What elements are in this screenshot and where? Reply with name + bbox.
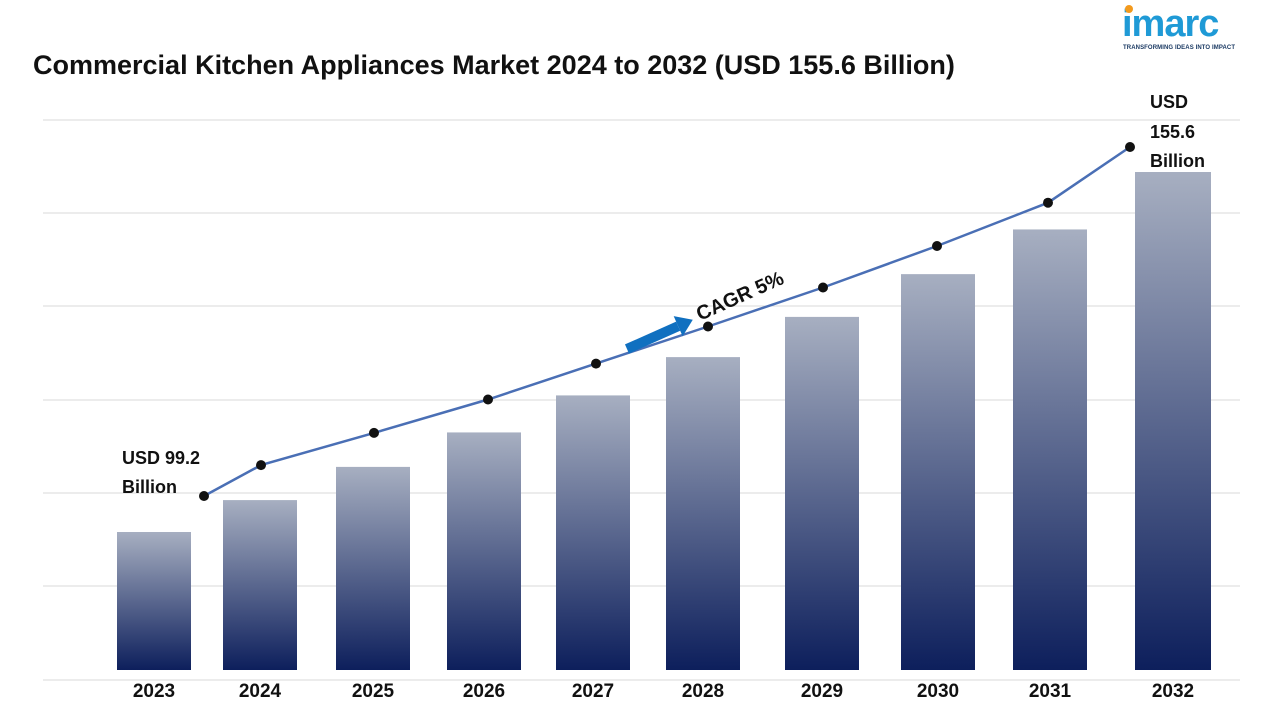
bars [117,172,1211,670]
point-2031 [1043,197,1053,208]
point-2024 [256,460,266,471]
end-value-label-line2: 155.6 [1150,122,1195,142]
x-tick-label-2029: 2029 [801,681,843,702]
bar-2028 [666,357,740,670]
x-tick-label-2026: 2026 [463,681,505,702]
end-value-label-line3: Billion [1150,151,1205,171]
bar-2023 [117,532,191,670]
point-2030 [932,241,942,251]
x-tick-label-2024: 2024 [239,681,282,702]
bar-2024 [223,500,297,670]
x-tick-label-2025: 2025 [352,681,395,702]
start-value-label-line2: Billion [122,477,177,497]
imarc-logo: imarc TRANSFORMING IDEAS INTO IMPACT [1122,2,1247,52]
x-tick-label-2023: 2023 [133,681,175,702]
bar-2032 [1135,172,1211,670]
x-tick-label-2032: 2032 [1152,681,1194,702]
point-2032 [1125,142,1135,152]
bar-2031 [1013,229,1087,670]
logo-tagline: TRANSFORMING IDEAS INTO IMPACT [1123,45,1236,51]
point-2026 [483,394,493,405]
bar-2029 [785,316,859,670]
x-tick-label-2031: 2031 [1029,681,1072,702]
chart-title: Commercial Kitchen Appliances Market 202… [33,50,955,80]
point-2025 [369,427,379,438]
x-axis-labels: 2023 2024 2025 2026 2027 2028 2029 2030 2031 2032 [133,681,1194,702]
start-value-label-line1: USD 99.2 [122,448,200,468]
point-2023 [199,491,209,501]
point-2027 [591,358,601,369]
bar-2026 [447,432,521,670]
trend-polyline [203,145,1131,498]
logo-wordmark: imarc [1122,3,1219,45]
x-tick-label-2028: 2028 [682,681,724,702]
x-tick-label-2030: 2030 [917,681,959,702]
end-value-label-line1: USD [1150,92,1188,112]
point-2028 [703,321,713,332]
bar-2025 [336,466,410,670]
bar-2030 [901,274,975,670]
bar-2027 [556,395,630,670]
x-tick-label-2027: 2027 [572,681,614,702]
cagr-arrow-icon [624,316,693,354]
logo-dot-icon [1125,5,1133,13]
point-2029 [818,282,828,293]
trend-line [199,142,1135,501]
